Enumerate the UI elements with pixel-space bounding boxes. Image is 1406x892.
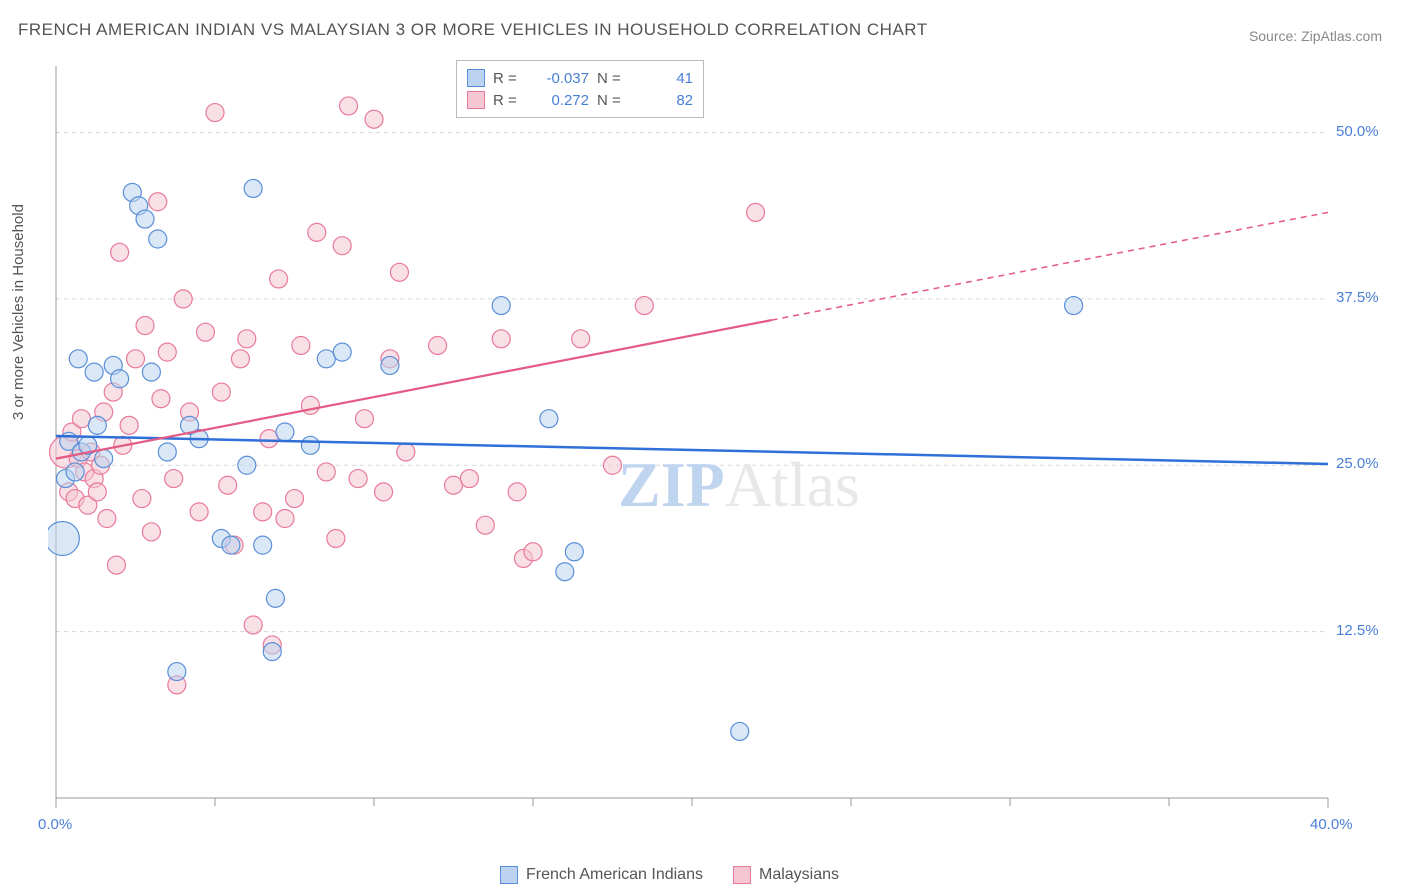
swatch-series1-icon [500, 866, 518, 884]
swatch-series2-icon [733, 866, 751, 884]
correlation-legend: R = -0.037 N = 41 R = 0.272 N = 82 [456, 60, 704, 118]
chart-plot-area: ZIPAtlas [48, 58, 1388, 828]
scatter-plot-svg [48, 58, 1388, 828]
legend-row-series1: R = -0.037 N = 41 [467, 67, 693, 89]
n-label: N = [597, 92, 629, 109]
series-legend: French American Indians Malaysians [500, 866, 839, 884]
y-tick-25: 25.0% [1336, 455, 1379, 472]
n-value-2: 82 [637, 92, 693, 109]
x-tick-0: 0.0% [38, 816, 72, 833]
legend-item-series1: French American Indians [500, 866, 703, 884]
legend-row-series2: R = 0.272 N = 82 [467, 89, 693, 111]
swatch-series1 [467, 69, 485, 87]
chart-title: FRENCH AMERICAN INDIAN VS MALAYSIAN 3 OR… [18, 20, 928, 40]
legend-item-series2: Malaysians [733, 866, 839, 884]
n-value-1: 41 [637, 70, 693, 87]
swatch-series2 [467, 91, 485, 109]
legend-label-1: French American Indians [526, 866, 703, 884]
r-label: R = [493, 92, 525, 109]
y-tick-50: 50.0% [1336, 123, 1379, 140]
source-label: Source: ZipAtlas.com [1249, 28, 1382, 44]
r-value-2: 0.272 [533, 92, 589, 109]
y-tick-37: 37.5% [1336, 289, 1379, 306]
y-tick-12: 12.5% [1336, 622, 1379, 639]
chart-container: FRENCH AMERICAN INDIAN VS MALAYSIAN 3 OR… [0, 0, 1406, 892]
n-label: N = [597, 70, 629, 87]
r-value-1: -0.037 [533, 70, 589, 87]
legend-label-2: Malaysians [759, 866, 839, 884]
y-axis-label: 3 or more Vehicles in Household [10, 204, 27, 420]
x-tick-40: 40.0% [1310, 816, 1353, 833]
r-label: R = [493, 70, 525, 87]
